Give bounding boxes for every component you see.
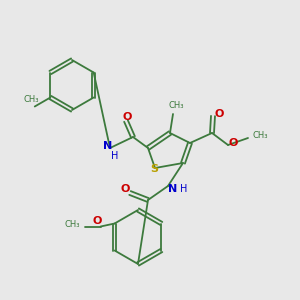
Text: O: O (120, 184, 130, 194)
Text: CH₃: CH₃ (252, 131, 268, 140)
Text: O: O (214, 109, 224, 119)
Text: O: O (228, 138, 238, 148)
Text: S: S (150, 164, 158, 174)
Text: N: N (103, 141, 112, 151)
Text: O: O (93, 217, 102, 226)
Text: CH₃: CH₃ (168, 101, 184, 110)
Text: H: H (180, 184, 188, 194)
Text: H: H (111, 151, 119, 161)
Text: N: N (168, 184, 178, 194)
Text: CH₃: CH₃ (65, 220, 80, 229)
Text: O: O (122, 112, 132, 122)
Text: CH₃: CH₃ (23, 95, 38, 104)
